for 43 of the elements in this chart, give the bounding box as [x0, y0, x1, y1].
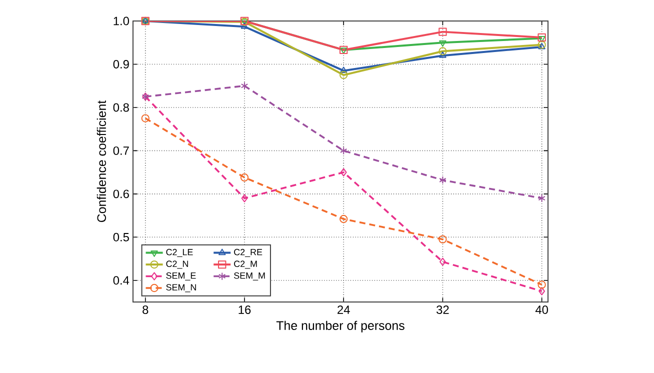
point [538, 33, 546, 42]
point [240, 173, 249, 182]
point [439, 176, 446, 184]
legend-label: SEM_N [166, 284, 196, 292]
point [340, 70, 348, 80]
point [241, 194, 248, 202]
y-tick-label: 0.6 [113, 190, 129, 198]
point [240, 22, 248, 29]
legend-label: SEM_E [166, 272, 196, 280]
y-tick-label: 0.5 [113, 232, 129, 242]
point [340, 66, 348, 74]
point [438, 235, 447, 244]
point [439, 40, 446, 47]
x-axis-title: The number of persons [276, 320, 404, 332]
point [538, 194, 546, 202]
point [438, 28, 447, 36]
y-tick-label: 0.4 [113, 276, 130, 285]
point [439, 52, 446, 58]
x-tick-label: 16 [238, 306, 251, 314]
legend-label: SEM_M [234, 272, 265, 280]
y-tick-label: 0.7 [113, 146, 129, 155]
legend-label: C2_M [234, 260, 257, 269]
y-tick-label: 1.0 [114, 16, 130, 26]
point [240, 82, 248, 90]
y-axis-title: Confidence coefficient [96, 100, 106, 222]
x-tick-label: 40 [535, 306, 548, 314]
y-tick-label: 0.8 [113, 103, 129, 112]
point [141, 114, 150, 122]
legend-label: C2_RE [234, 248, 262, 257]
x-tick-label: 32 [436, 306, 449, 314]
y-tick-label: 0.9 [113, 60, 129, 68]
point [340, 214, 348, 224]
point [440, 258, 446, 266]
x-tick-label: 24 [338, 306, 350, 314]
point [538, 287, 546, 296]
legend-label: C2_N [166, 260, 188, 269]
legend-label: C2_LE [166, 248, 193, 257]
point [538, 280, 546, 289]
point [438, 47, 447, 56]
x-tick-label: 8 [142, 306, 148, 314]
point [340, 146, 348, 155]
point [340, 168, 347, 176]
point [538, 36, 546, 42]
